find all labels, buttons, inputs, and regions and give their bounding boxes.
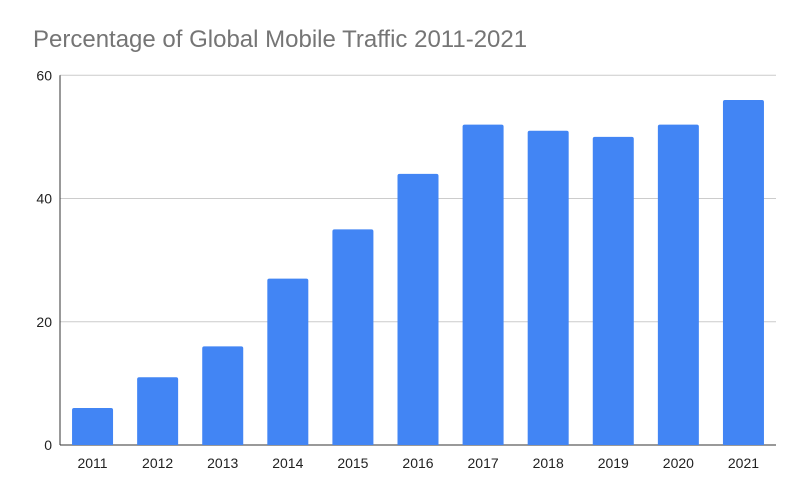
- x-tick-label: 2011: [77, 455, 107, 471]
- bar-2018[interactable]: [527, 130, 569, 445]
- bar-2015[interactable]: [332, 229, 374, 445]
- x-tick-label: 2016: [402, 455, 433, 471]
- x-tick-label: 2019: [598, 455, 629, 471]
- bar-2013[interactable]: [202, 346, 244, 445]
- bar-2021[interactable]: [722, 99, 764, 446]
- bar-2012[interactable]: [137, 377, 179, 445]
- chart-title: Percentage of Global Mobile Traffic 2011…: [33, 26, 527, 53]
- x-tick-label: 2012: [142, 455, 173, 471]
- bar-2017[interactable]: [462, 124, 504, 446]
- bar-2016[interactable]: [397, 173, 439, 446]
- y-tick-label: 60: [36, 67, 52, 83]
- bar-2019[interactable]: [592, 136, 634, 445]
- y-tick-label: 40: [36, 191, 52, 207]
- bar-2020[interactable]: [657, 124, 699, 446]
- bar-2014[interactable]: [267, 278, 309, 445]
- y-tick-label: 20: [36, 314, 52, 330]
- x-tick-label: 2017: [468, 455, 499, 471]
- x-tick-label: 2021: [728, 455, 759, 471]
- x-tick-label: 2020: [663, 455, 694, 471]
- x-tick-label: 2013: [207, 455, 238, 471]
- y-tick-label: 0: [44, 437, 52, 453]
- bar-2011[interactable]: [72, 408, 114, 445]
- x-tick-label: 2018: [533, 455, 564, 471]
- x-tick-label: 2014: [272, 455, 303, 471]
- x-tick-label: 2015: [337, 455, 368, 471]
